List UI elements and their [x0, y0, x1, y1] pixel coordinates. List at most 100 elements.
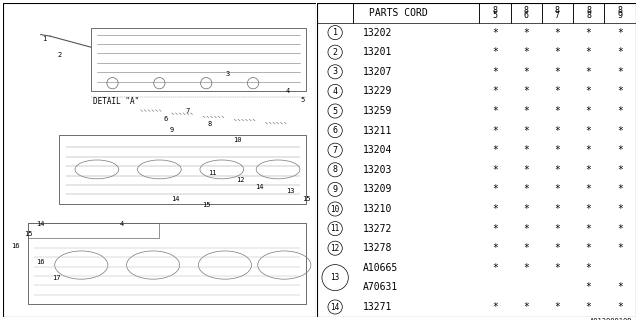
Text: *: * — [554, 86, 561, 96]
Text: 14: 14 — [171, 196, 179, 202]
Text: 13272: 13272 — [363, 224, 392, 234]
Text: *: * — [617, 47, 623, 57]
Text: 5: 5 — [492, 12, 497, 20]
Text: *: * — [586, 86, 591, 96]
Text: 15: 15 — [202, 203, 211, 208]
Text: *: * — [524, 47, 529, 57]
Text: *: * — [617, 145, 623, 155]
Text: *: * — [492, 263, 498, 273]
Text: 4: 4 — [285, 88, 289, 94]
Text: *: * — [524, 243, 529, 253]
Bar — [604, 3, 636, 23]
Text: *: * — [586, 302, 591, 312]
Text: 11: 11 — [330, 224, 340, 233]
Text: 13271: 13271 — [363, 302, 392, 312]
Text: *: * — [492, 184, 498, 194]
Text: 1: 1 — [333, 28, 338, 37]
Text: *: * — [617, 184, 623, 194]
Text: 15: 15 — [24, 231, 33, 237]
Text: 2: 2 — [333, 48, 338, 57]
Text: *: * — [492, 86, 498, 96]
Text: *: * — [524, 263, 529, 273]
Text: *: * — [617, 302, 623, 312]
Text: 3: 3 — [226, 71, 230, 77]
Text: *: * — [586, 263, 591, 273]
Text: 13278: 13278 — [363, 243, 392, 253]
Text: 5: 5 — [301, 97, 305, 103]
Text: *: * — [554, 67, 561, 77]
Text: *: * — [586, 145, 591, 155]
Text: 16: 16 — [36, 259, 45, 265]
Text: *: * — [524, 224, 529, 234]
Text: *: * — [554, 243, 561, 253]
Text: *: * — [586, 165, 591, 175]
Text: *: * — [492, 47, 498, 57]
Bar — [479, 317, 511, 320]
Text: 7: 7 — [186, 108, 189, 114]
Text: 10: 10 — [330, 204, 340, 213]
Text: 6: 6 — [163, 116, 168, 122]
Text: *: * — [524, 184, 529, 194]
Text: *: * — [586, 184, 591, 194]
Text: 6: 6 — [524, 12, 529, 20]
Text: *: * — [554, 125, 561, 136]
Text: PARTS CORD: PARTS CORD — [369, 8, 428, 18]
Text: *: * — [524, 67, 529, 77]
Text: *: * — [492, 106, 498, 116]
Text: *: * — [554, 184, 561, 194]
Text: *: * — [554, 47, 561, 57]
Text: 17: 17 — [52, 275, 61, 281]
Text: 8: 8 — [524, 5, 529, 14]
Text: *: * — [617, 204, 623, 214]
Text: *: * — [492, 165, 498, 175]
Text: 11: 11 — [208, 170, 217, 176]
Text: 3: 3 — [333, 67, 338, 76]
Text: *: * — [524, 125, 529, 136]
Text: 8: 8 — [207, 121, 211, 127]
Text: 8: 8 — [492, 5, 497, 14]
Text: 6: 6 — [333, 126, 338, 135]
Text: *: * — [586, 204, 591, 214]
Text: *: * — [524, 28, 529, 37]
Text: A70631: A70631 — [363, 282, 398, 292]
Text: *: * — [586, 243, 591, 253]
Text: 8: 8 — [618, 5, 623, 14]
Text: *: * — [586, 282, 591, 292]
Text: 14: 14 — [330, 302, 340, 311]
Text: *: * — [617, 106, 623, 116]
Bar — [604, 317, 636, 320]
Text: *: * — [586, 47, 591, 57]
Text: 15: 15 — [302, 196, 310, 202]
Bar — [353, 3, 479, 23]
Text: 13210: 13210 — [363, 204, 392, 214]
Text: *: * — [554, 145, 561, 155]
Bar — [511, 317, 542, 320]
Text: A10665: A10665 — [363, 263, 398, 273]
Text: *: * — [492, 204, 498, 214]
Text: *: * — [554, 302, 561, 312]
Text: *: * — [524, 165, 529, 175]
Text: 13211: 13211 — [363, 125, 392, 136]
Text: *: * — [586, 106, 591, 116]
Text: 9: 9 — [333, 185, 338, 194]
Text: 13: 13 — [330, 273, 340, 282]
Text: 13: 13 — [286, 188, 295, 194]
Text: *: * — [617, 243, 623, 253]
Bar — [573, 3, 604, 23]
Bar — [542, 3, 573, 23]
Text: *: * — [617, 125, 623, 136]
Text: 2: 2 — [58, 52, 61, 58]
Text: 10: 10 — [233, 137, 242, 143]
Text: 14: 14 — [255, 184, 264, 190]
Text: *: * — [554, 28, 561, 37]
Text: *: * — [586, 28, 591, 37]
Text: *: * — [492, 224, 498, 234]
Text: 4: 4 — [120, 221, 124, 227]
Text: 13201: 13201 — [363, 47, 392, 57]
Text: *: * — [492, 28, 498, 37]
Text: 13202: 13202 — [363, 28, 392, 37]
Text: *: * — [524, 302, 529, 312]
Text: 12: 12 — [236, 177, 245, 183]
Text: 13204: 13204 — [363, 145, 392, 155]
Text: *: * — [492, 145, 498, 155]
